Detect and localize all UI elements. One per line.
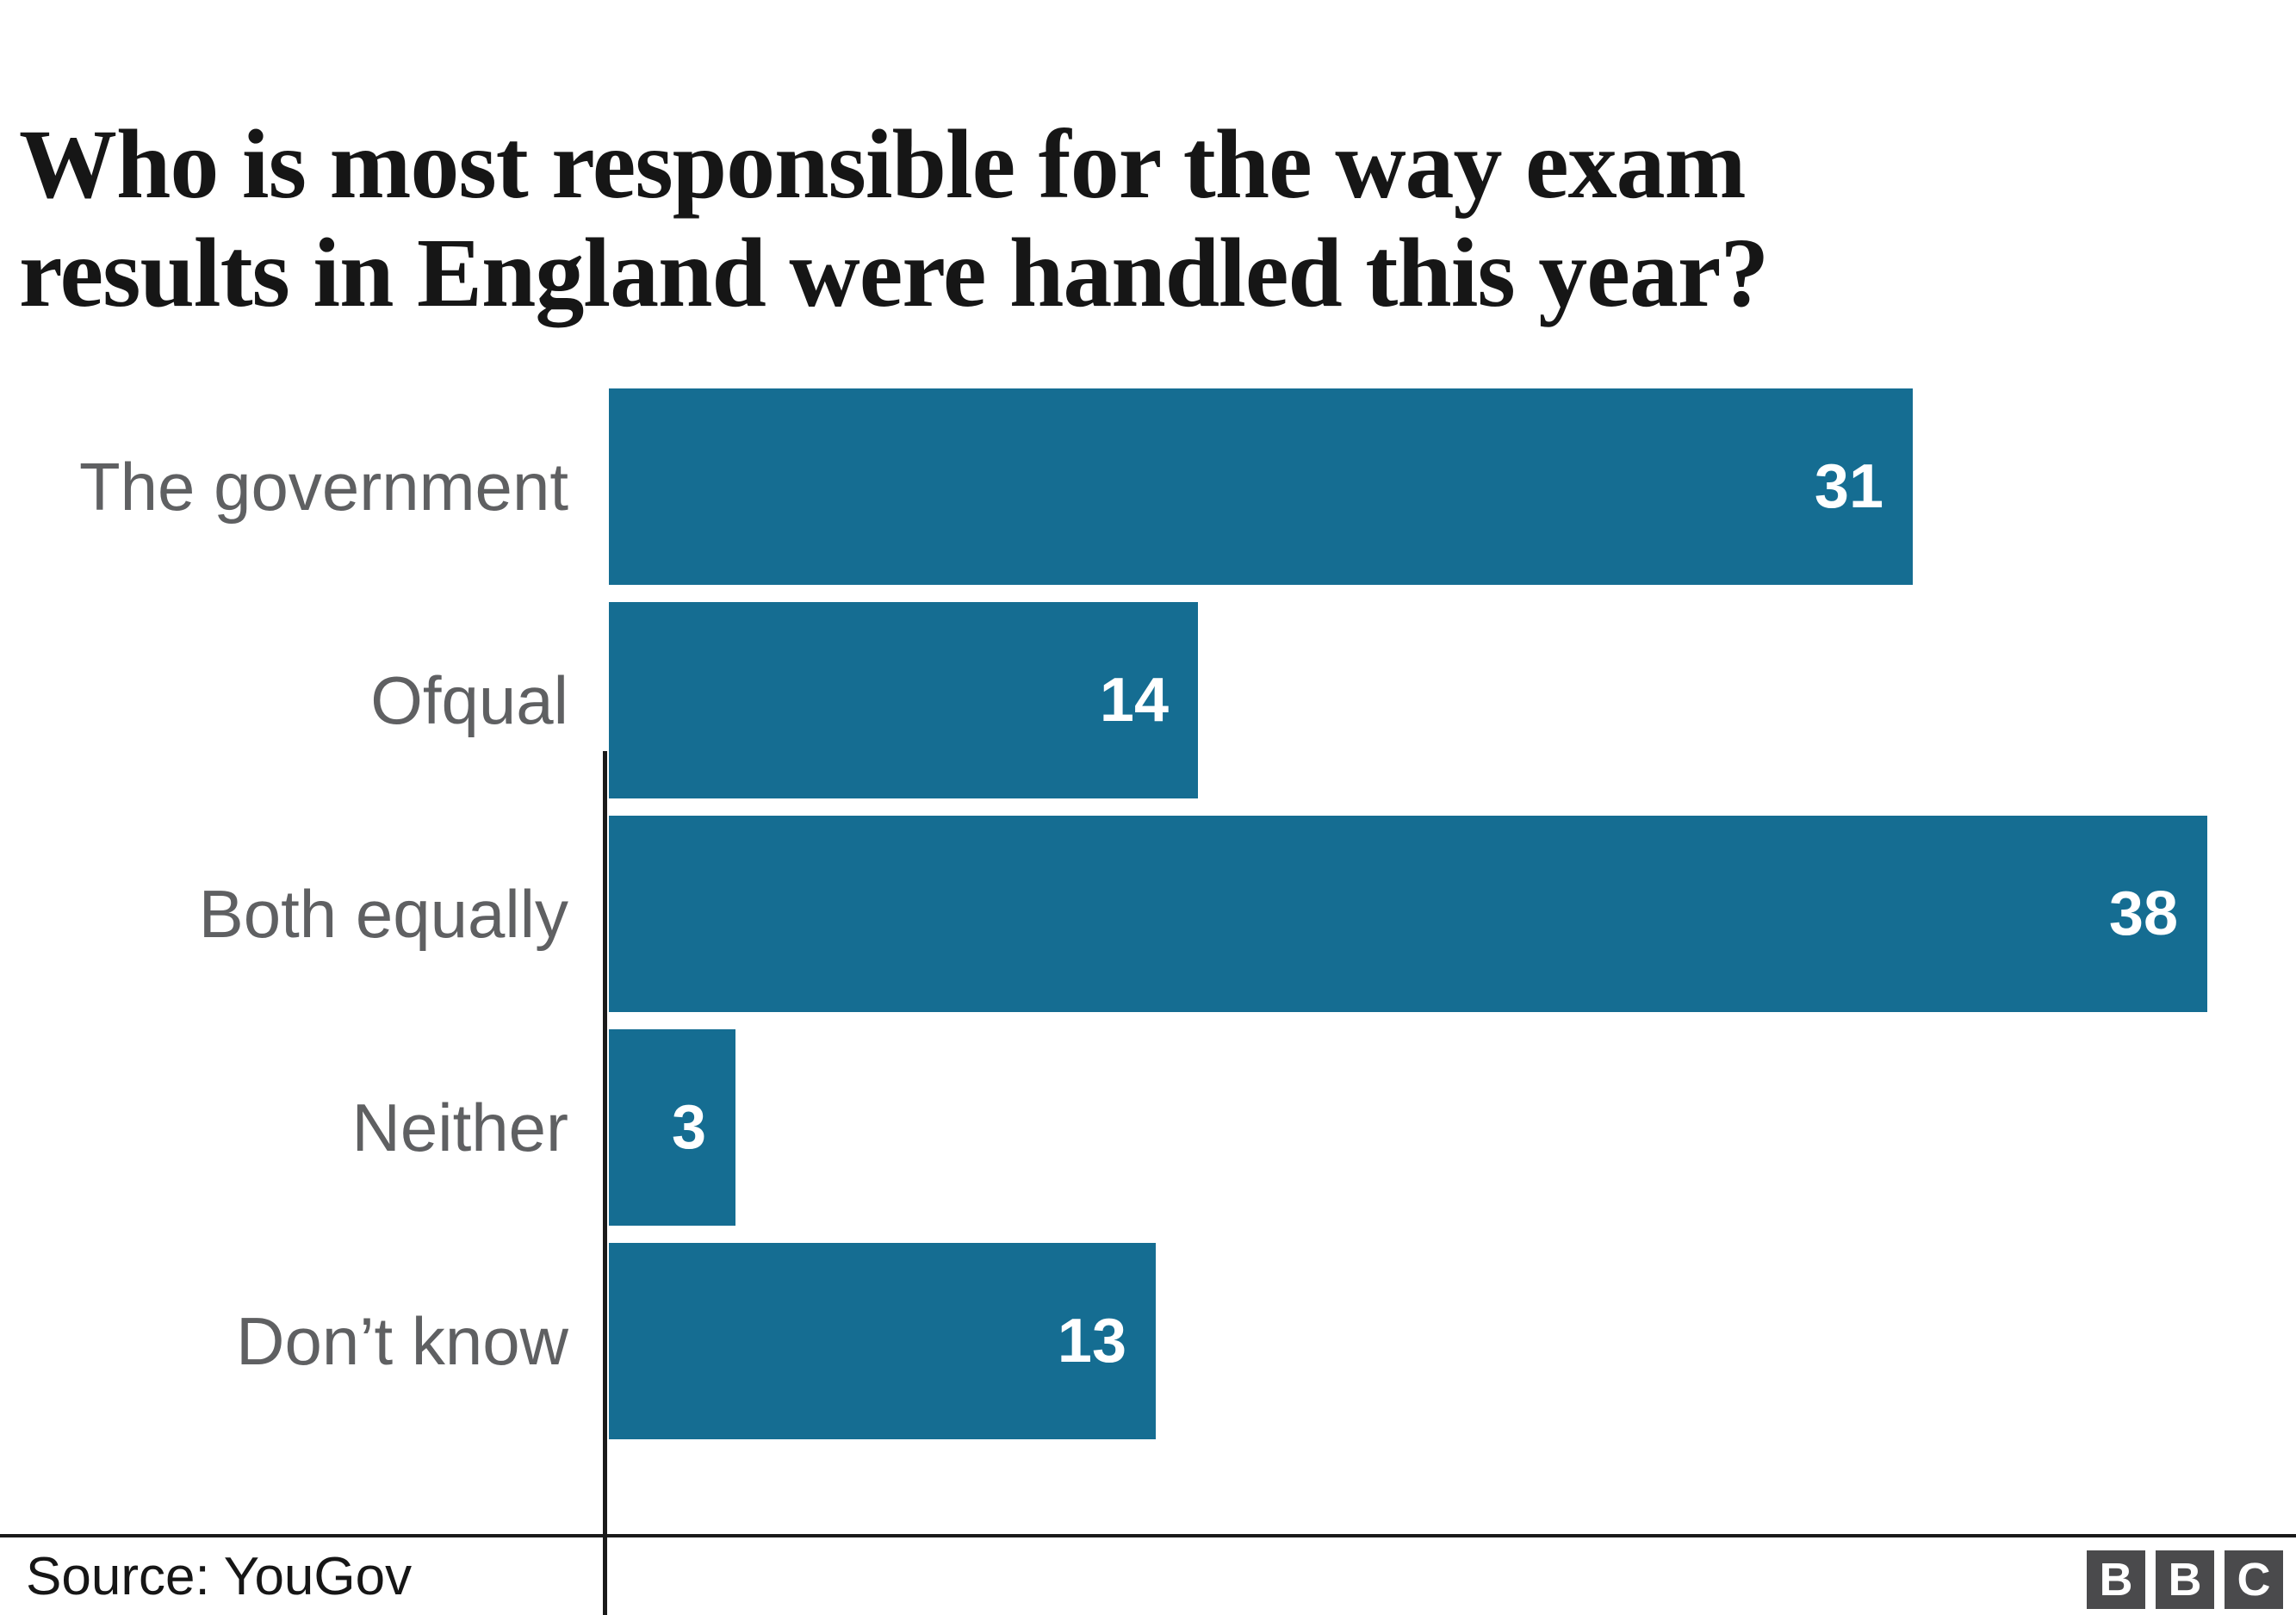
bar-row: The government 31 [0,388,2296,585]
plot-area: The government 31 Ofqual 14 Both equally 38 Ne… [0,388,2296,1615]
value-label: 13 [1057,1307,1126,1376]
chart-title-line-1: Who is most responsible for the way exam [19,109,1747,220]
value-label: 38 [2108,879,2178,948]
category-label: Ofqual [370,662,568,738]
bar: 13 [609,1243,1156,1439]
bar: 3 [609,1029,735,1226]
category-label: Both equally [198,875,568,952]
chart-title: Who is most responsible for the way exam… [19,110,2224,327]
bar-row: Neither 3 [0,1029,2296,1226]
value-label: 31 [1814,452,1883,521]
bar-row: Ofqual 14 [0,602,2296,798]
bar: 31 [609,388,1913,585]
category-label: Don’t know [236,1302,568,1379]
category-label: Neither [351,1089,568,1165]
bar: 14 [609,602,1198,798]
bar-row: Don’t know 13 [0,1243,2296,1439]
bbc-logo-letter-block: B [2156,1550,2214,1609]
chart-title-line-2: results in England were handled this yea… [19,218,1769,328]
footer-divider [0,1534,2296,1537]
y-axis-line [603,751,607,1615]
bbc-logo-letter-block: B [2087,1550,2145,1609]
bar-row: Both equally 38 [0,816,2296,1012]
value-label: 14 [1099,666,1169,735]
value-label: 3 [671,1093,706,1162]
source-attribution: Source: YouGov [26,1546,413,1606]
bbc-logo-letter-block: C [2225,1550,2283,1609]
bbc-logo: B B C [2087,1550,2283,1609]
bar: 38 [609,816,2207,1012]
category-label: The government [79,448,568,525]
